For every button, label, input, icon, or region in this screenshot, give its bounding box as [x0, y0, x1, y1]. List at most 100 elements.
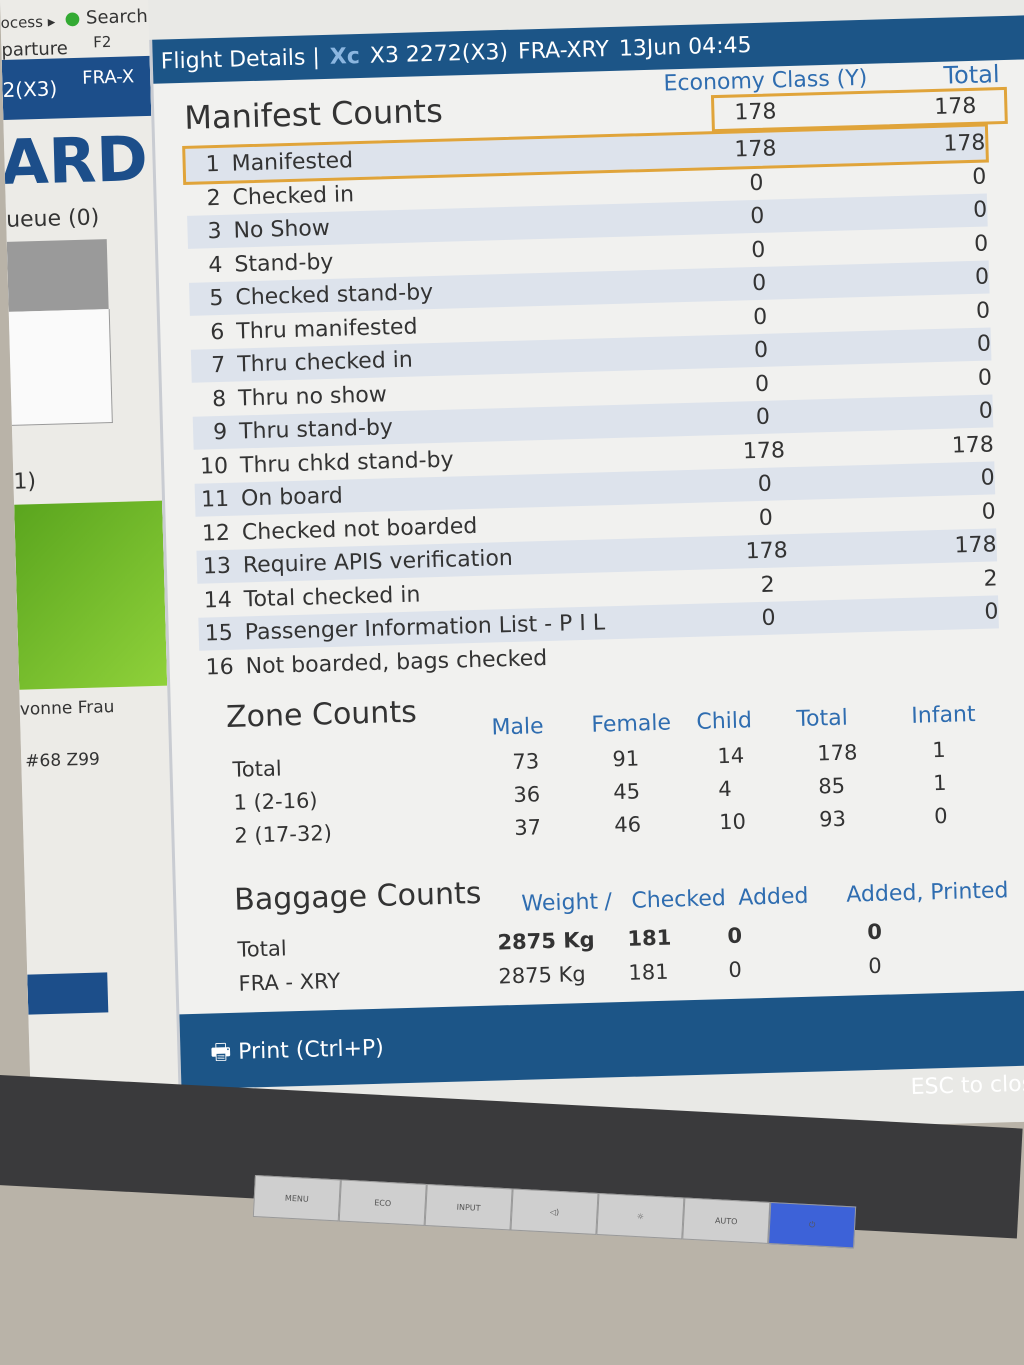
zone-col-header: Total [796, 705, 849, 733]
row-economy: 0 [753, 337, 769, 364]
esc-hint[interactable]: ESC to close [910, 1071, 1024, 1100]
baggage-value: 2875 Kg [497, 927, 595, 955]
zone-value: 14 [717, 743, 745, 769]
baggage-value: 181 [627, 925, 672, 951]
row-total: 0 [972, 197, 988, 223]
zone-value: 36 [513, 782, 541, 807]
row-number: 11 [200, 486, 230, 513]
row-economy: 0 [754, 371, 770, 397]
baggage-col-header: Weight [521, 889, 599, 917]
row-total: 0 [976, 331, 992, 357]
row-economy: 0 [749, 203, 765, 230]
row-total: 0 [973, 231, 989, 257]
zone-label: 1 (2-16) [233, 788, 318, 815]
row-total: 0 [974, 264, 990, 290]
zone-value: 10 [718, 809, 747, 835]
baggage-col-header: Added [738, 883, 809, 911]
row-total: 0 [975, 297, 991, 324]
baggage-col-header: / [604, 889, 613, 915]
passenger-seat: #68 Z99 [24, 749, 101, 772]
zone-col-header: Child [696, 708, 753, 735]
monitor-button[interactable]: AUTO [682, 1197, 771, 1244]
monitor-button[interactable]: ☼ [596, 1193, 685, 1240]
row-number: 12 [201, 520, 231, 547]
monitor-button[interactable]: INPUT [424, 1184, 513, 1231]
title-bar: Flight Details | Xc X3 2272(X3) FRA-XRY … [152, 15, 1024, 84]
row-economy: 2 [760, 572, 775, 598]
row-economy: 0 [755, 404, 771, 431]
total-economy: 178 [734, 99, 777, 126]
zone-col-header: Male [491, 714, 544, 741]
row-total: 2 [983, 565, 998, 592]
zone-value: 1 [931, 737, 947, 763]
row-economy: 0 [758, 505, 774, 531]
zone-title: Zone Counts [225, 694, 418, 735]
zone-col-header: Infant [911, 702, 976, 729]
zone-value: 45 [613, 779, 641, 805]
passenger-name: vonne Frau [19, 697, 115, 720]
zone-value: 4 [717, 776, 733, 802]
row-economy: 0 [757, 471, 773, 498]
count-label: 1) [13, 469, 37, 495]
row-total: 0 [977, 364, 993, 391]
zone-value: 46 [613, 812, 642, 838]
baggage-col-header: Checked [631, 886, 727, 914]
zone-value: 1 [932, 770, 947, 796]
row-total: 0 [981, 498, 997, 525]
manifest-title: Manifest Counts [183, 91, 444, 137]
row-number: 3 [207, 218, 222, 245]
row-number: 15 [204, 620, 234, 647]
baggage-value: 2875 Kg [498, 962, 586, 989]
row-total: 0 [978, 398, 994, 424]
zone-value: 93 [818, 806, 847, 832]
baggage-value: 0 [728, 957, 743, 983]
monitor-button[interactable]: MENU [252, 1175, 341, 1222]
zone-value: 91 [612, 746, 640, 772]
bottom-tab[interactable] [27, 972, 109, 1015]
queue-list[interactable] [8, 309, 113, 426]
zone-col-header: Female [591, 710, 672, 738]
baggage-value: 0 [867, 919, 883, 945]
row-number: 16 [205, 654, 235, 681]
flight-route: FRA-XRY [517, 36, 610, 65]
search-button[interactable]: ● Search [64, 5, 149, 30]
row-number: 1 [205, 151, 221, 178]
row-number: 6 [210, 319, 225, 345]
row-total: 178 [951, 431, 995, 459]
row-total: 0 [971, 164, 987, 190]
row-number: 13 [202, 553, 232, 580]
manifest-total-row: 178 178 [711, 86, 1008, 133]
queue-panel [6, 239, 109, 312]
search-shortcut: F2 [92, 32, 112, 52]
row-economy: 0 [749, 170, 764, 196]
zone-value: 37 [513, 815, 542, 840]
zone-value: 0 [933, 803, 948, 829]
monitor-button[interactable]: ⏻ [768, 1202, 857, 1249]
col-total: Total [943, 60, 1000, 90]
row-number: 14 [203, 587, 233, 614]
row-total: 0 [984, 599, 999, 625]
row-number: 2 [206, 185, 221, 211]
monitor-button[interactable]: ECO [338, 1179, 427, 1226]
total-all: 178 [934, 93, 977, 120]
airline-logo-icon: Xc [329, 43, 361, 70]
process-menu[interactable]: ocess ▸ [0, 12, 56, 32]
row-total: 178 [943, 130, 986, 157]
monitor-button[interactable]: ◁) [510, 1188, 599, 1235]
row-economy: 0 [761, 605, 776, 631]
flight-date: 13Jun 04:45 [618, 32, 752, 62]
zone-label: Total [232, 756, 282, 782]
baggage-label: Total [237, 936, 287, 962]
row-number: 7 [210, 352, 226, 379]
row-number: 4 [208, 252, 223, 278]
baggage-col-header: Added, Printed [845, 878, 1009, 908]
baggage-label: FRA - XRY [238, 968, 341, 996]
route: FRA-X [81, 66, 135, 89]
zone-label: 2 (17-32) [234, 821, 333, 848]
print-button[interactable]: 🖶 Print (Ctrl+P) [210, 1035, 385, 1066]
row-number: 5 [209, 285, 224, 312]
printer-icon: 🖶 [210, 1039, 232, 1066]
row-economy: 178 [734, 136, 777, 163]
row-total: 0 [980, 465, 996, 491]
dialog-footer: 🖶 Print (Ctrl+P) [179, 989, 1024, 1090]
